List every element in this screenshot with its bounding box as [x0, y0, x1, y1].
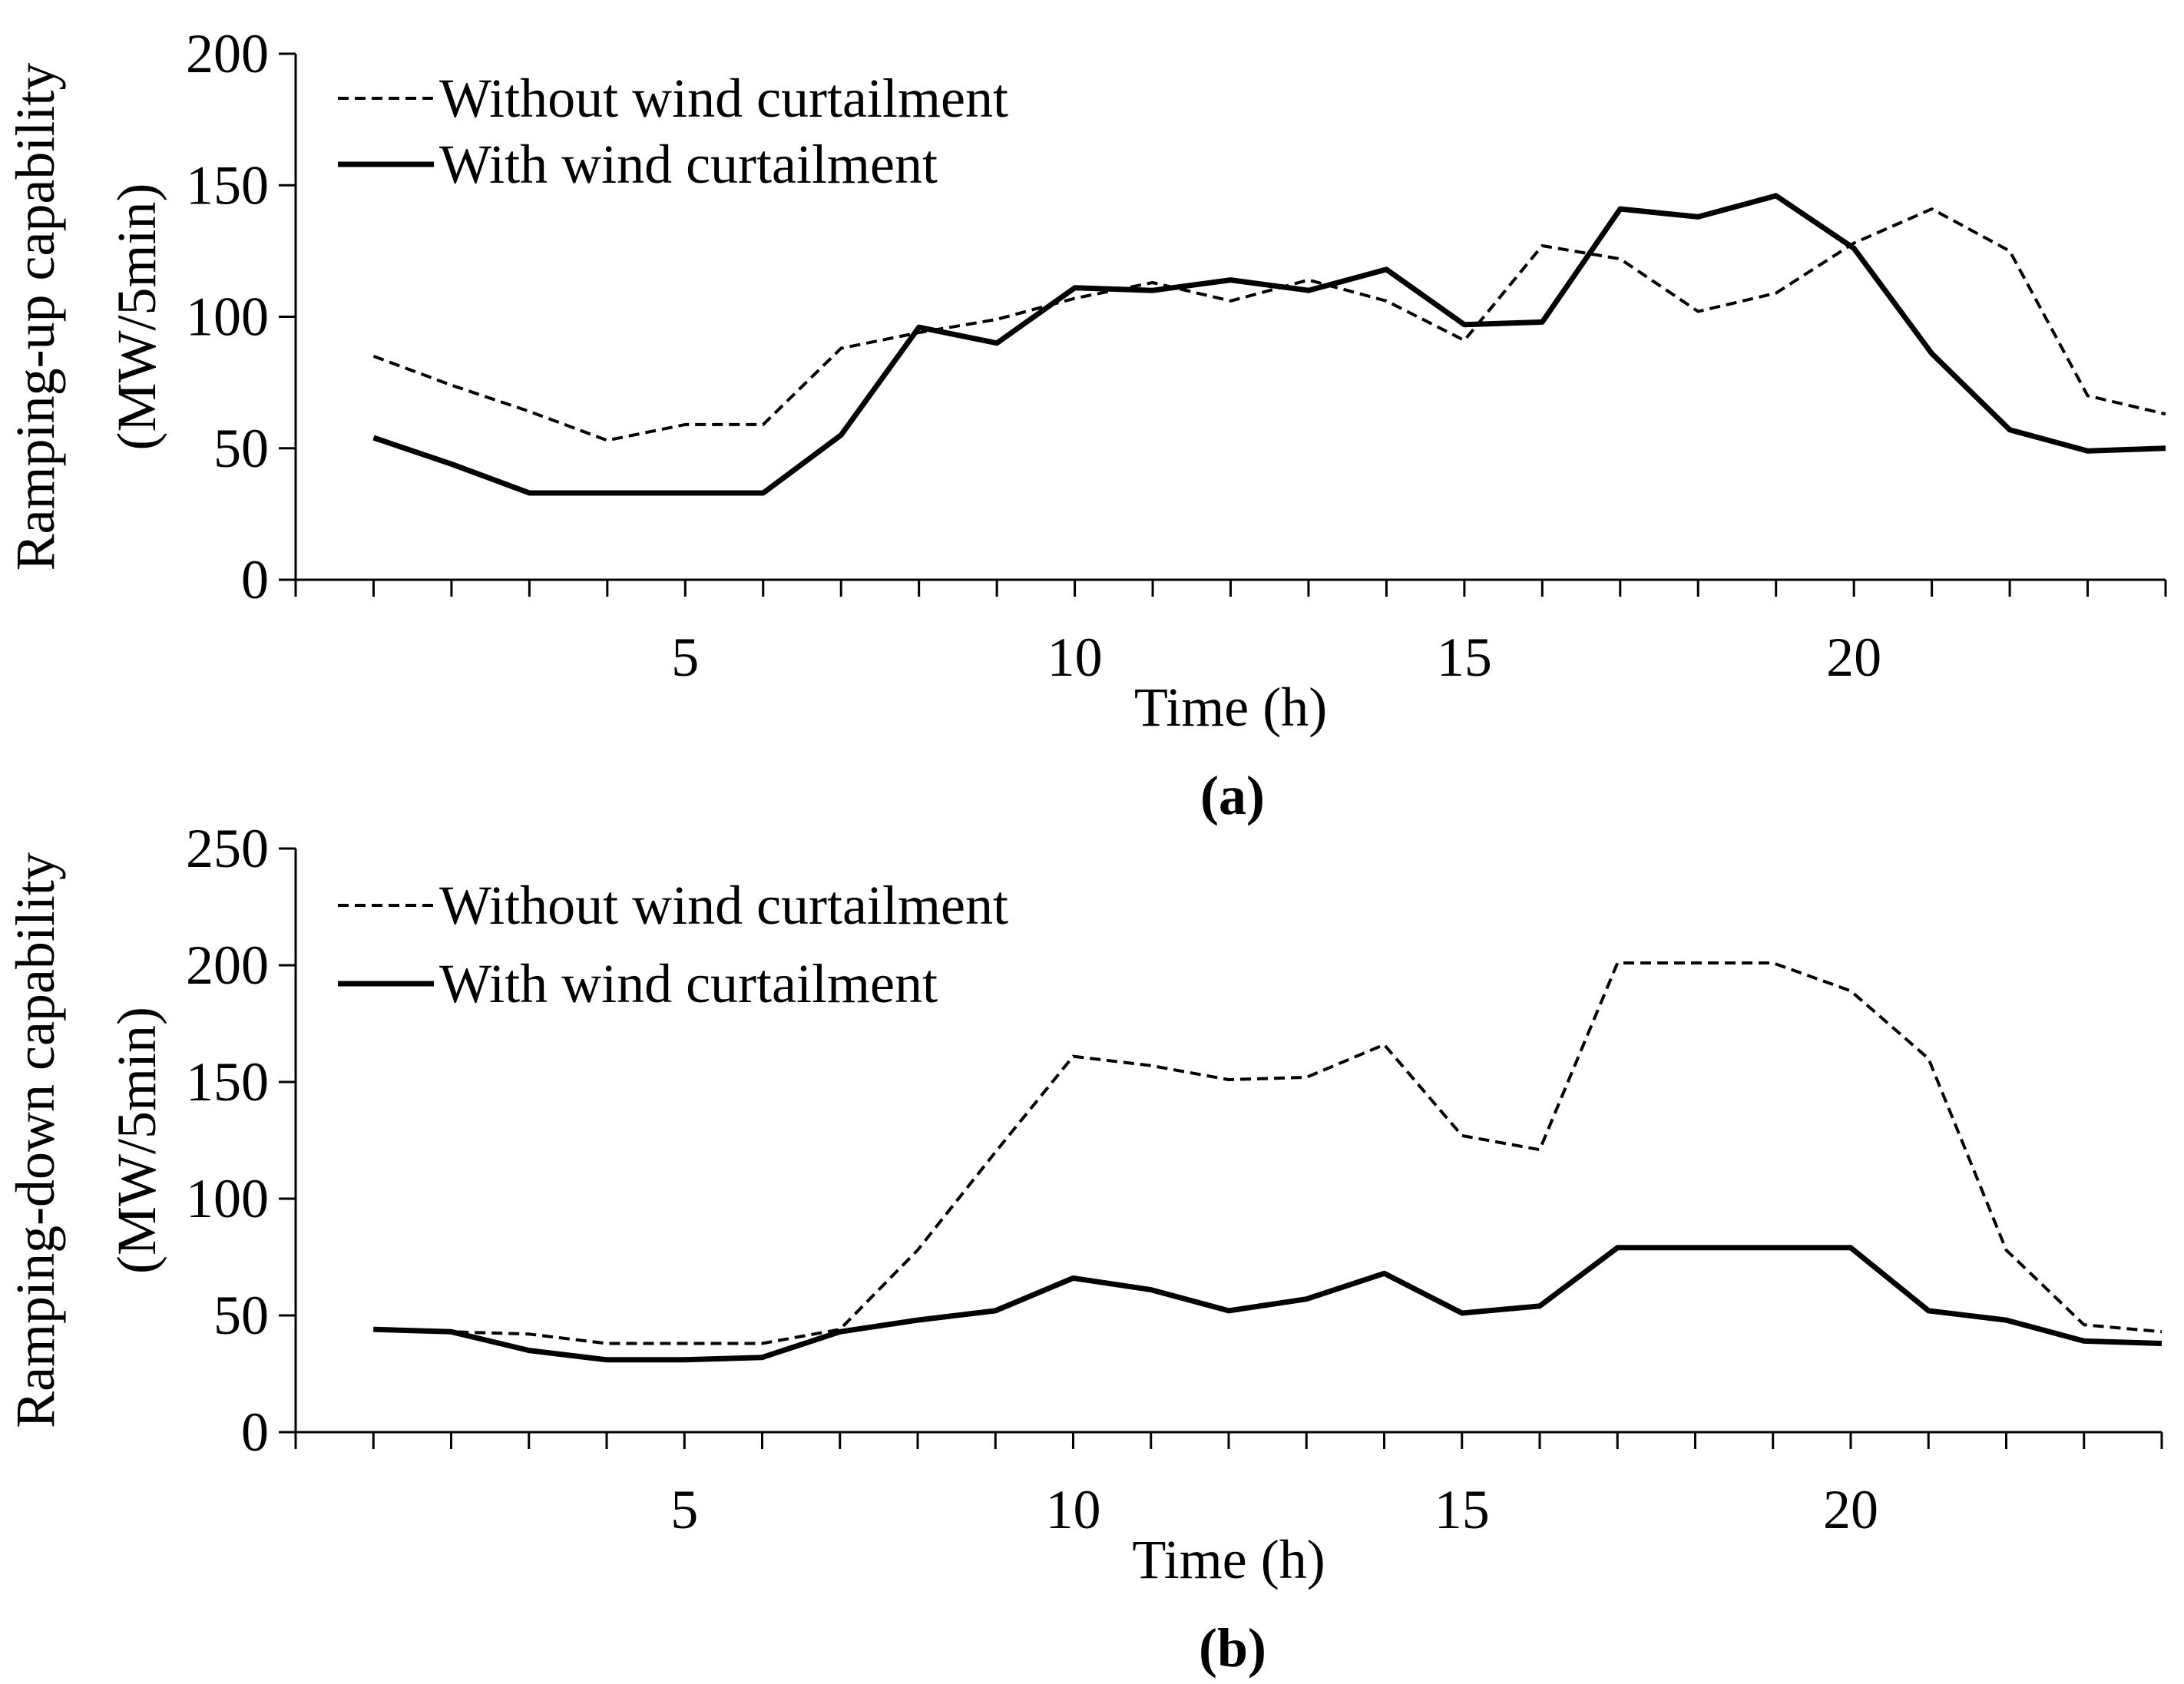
chart-b-caption: (b): [1199, 1617, 1266, 1679]
chart-b-x-tick-label: 20: [1823, 1479, 1878, 1540]
chart-a-x-tick-label: 5: [671, 627, 699, 688]
chart-b-legend-label: With wind curtailment: [439, 953, 938, 1014]
chart-b-y-tick-label: 0: [241, 1401, 269, 1463]
chart-a-y-tick-label: 150: [186, 154, 269, 216]
chart-a-x-axis-title: Time (h): [1134, 677, 1327, 738]
chart-a-y-axis-title: Ramping-up capability: [5, 63, 66, 571]
chart-a-y-axis-title: (MW/5min): [106, 184, 167, 451]
chart-a-x-tick-label: 20: [1826, 627, 1881, 688]
chart-b-legend-label: Without wind curtailment: [439, 875, 1008, 936]
chart-a-legend-label: With wind curtailment: [439, 134, 938, 195]
chart-a-y-tick-label: 50: [213, 418, 269, 479]
chart-b-y-tick-label: 150: [186, 1051, 269, 1113]
chart-b-series-with-curtailment-line: [373, 1245, 2162, 1363]
chart-b-x-tick-label: 5: [670, 1479, 698, 1540]
chart-a-x-tick-label: 15: [1437, 627, 1492, 688]
chart-a-y-tick-label: 200: [186, 23, 269, 84]
chart-b-x-axis-title: Time (h): [1132, 1529, 1325, 1590]
chart-b-y-axis-title: (MW/5min): [106, 1007, 167, 1274]
chart-b-y-tick-label: 50: [213, 1285, 269, 1346]
chart-a-series-with-curtailment-line: [372, 193, 2166, 496]
chart-a-caption: (a): [1200, 765, 1265, 826]
chart-b-y-axis-title: Ramping-down capability: [5, 852, 66, 1428]
chart-a-y-tick-label: 0: [241, 549, 269, 610]
chart-b-y-tick-label: 250: [186, 818, 269, 879]
chart-b-x-tick-label: 10: [1046, 1479, 1101, 1540]
chart-a-x-tick-label: 10: [1047, 627, 1103, 688]
chart-b-y-tick-label: 200: [186, 935, 269, 996]
chart-b-x-tick-label: 15: [1434, 1479, 1490, 1540]
chart-a-legend-label: Without wind curtailment: [439, 68, 1008, 129]
chart-b-series-without-curtailment-line: [373, 961, 2162, 1345]
chart-a-series-without-curtailment-line: [372, 207, 2166, 442]
chart-b: 0 50 100 150 200 250 5 10 15 20 Time (h) Ramping-do…: [5, 818, 2163, 1679]
chart-a-y-tick-label: 100: [186, 286, 269, 348]
chart-a: 0 50 100 150 200 5 10 15 20 Time (h) Ramping-up ca…: [5, 23, 2167, 826]
chart-b-y-tick-label: 100: [186, 1168, 269, 1229]
